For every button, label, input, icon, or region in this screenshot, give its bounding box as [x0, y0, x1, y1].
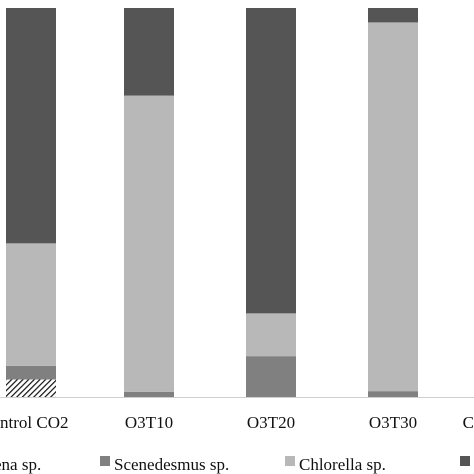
x-tick-labels: ntrol CO2 O3T10 O3T20 O3T30 C: [0, 413, 474, 432]
bar-segment-o3t20-a: [246, 8, 296, 314]
bar-segment-control-co2-chlorella-sp-: [6, 243, 56, 366]
bar-segment-control-co2-anabaena-sp-: [6, 379, 56, 397]
bar-segment-o3t20-chlorella-sp-: [246, 313, 296, 357]
bar-segment-o3t30-chlorella-sp-: [368, 22, 418, 392]
bar-segment-o3t10-chlorella-sp-: [124, 95, 174, 392]
legend-item: Scenedesmus sp.: [100, 455, 229, 474]
legend-swatch: [100, 456, 110, 466]
legend-label: ena sp.: [0, 455, 41, 474]
legend-label: Scenedesmus sp.: [114, 455, 229, 474]
bar-segment-o3t10-scenedesmus-sp-: [124, 391, 174, 397]
legend-item: A: [460, 456, 470, 466]
bar-segment-o3t20-scenedesmus-sp-: [246, 356, 296, 397]
x-tick-label: O3T10: [125, 413, 173, 432]
legend-item: Chlorella sp.: [285, 455, 386, 474]
x-tick-label: ntrol CO2: [0, 413, 68, 432]
legend-item: ena sp.: [0, 455, 41, 474]
x-tick-label: C: [463, 413, 474, 432]
bar-segment-control-co2-a: [6, 8, 56, 244]
legend-swatch: [460, 456, 470, 466]
bar-segment-o3t30-a: [368, 8, 418, 23]
legend-label: Chlorella sp.: [299, 455, 386, 474]
x-tick-label: O3T30: [369, 413, 417, 432]
legend: ena sp. Scenedesmus sp. Chlorella sp. A: [0, 455, 470, 474]
bars-layer: [6, 8, 418, 397]
legend-swatch: [285, 456, 295, 466]
bar-segment-o3t30-scenedesmus-sp-: [368, 391, 418, 397]
bar-segment-o3t10-a: [124, 8, 174, 96]
x-tick-label: O3T20: [247, 413, 295, 432]
bar-segment-control-co2-scenedesmus-sp-: [6, 365, 56, 380]
